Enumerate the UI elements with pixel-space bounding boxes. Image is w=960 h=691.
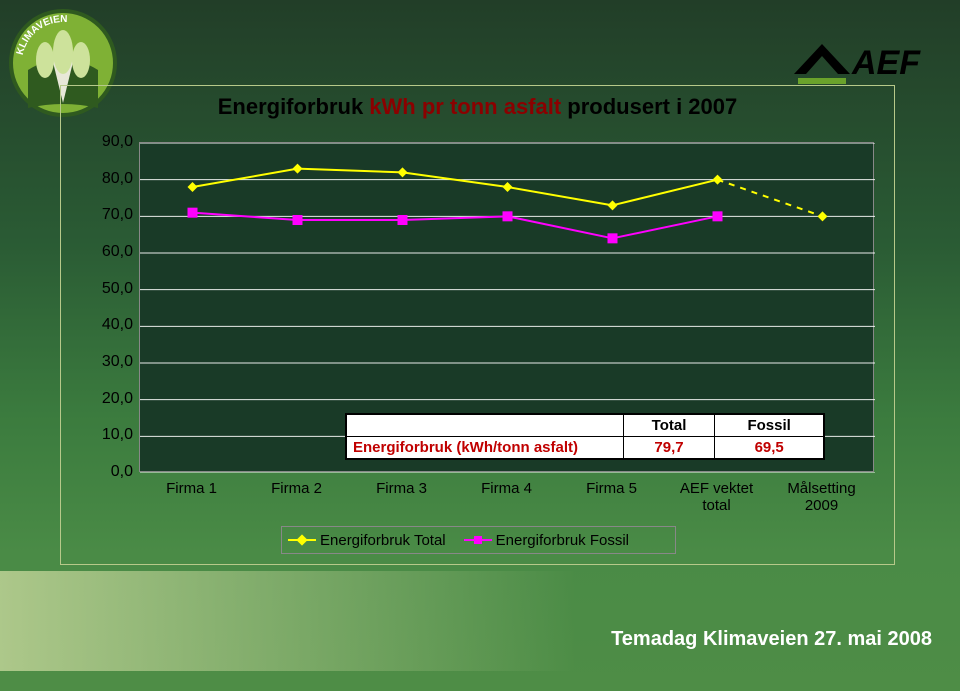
legend-label-fossil: Energiforbruk Fossil: [496, 532, 629, 549]
y-axis-labels: 0,010,020,030,040,050,060,070,080,090,0: [91, 142, 133, 472]
legend-item-fossil: Energiforbruk Fossil: [464, 532, 629, 549]
y-axis-tick-label: 90,0: [91, 133, 133, 151]
x-axis-tick-label: Firma 2: [271, 480, 322, 497]
x-axis-tick-label: Firma 1: [166, 480, 217, 497]
title-prefix: Energiforbruk: [218, 94, 370, 119]
table-row-label: Energiforbruk (kWh/tonn asfalt): [346, 437, 623, 460]
slide: KLIMAVEIEN AEF Energiforbruk kWh pr tonn…: [0, 0, 960, 691]
data-table: Total Fossil Energiforbruk (kWh/tonn asf…: [345, 413, 825, 460]
plot-area: Total Fossil Energiforbruk (kWh/tonn asf…: [139, 142, 874, 472]
footer-gradient: [0, 571, 960, 671]
title-suffix: produsert i 2007: [561, 94, 737, 119]
chart-frame: Energiforbruk kWh pr tonn asfalt produse…: [60, 85, 895, 565]
x-axis-tick-label: Firma 3: [376, 480, 427, 497]
y-axis-tick-label: 40,0: [91, 316, 133, 334]
legend-marker-fossil: [464, 534, 492, 546]
y-axis-tick-label: 0,0: [91, 463, 133, 481]
x-axis-tick-label: Firma 4: [481, 480, 532, 497]
y-axis-tick-label: 60,0: [91, 243, 133, 261]
x-axis-labels: Firma 1 Firma 2 Firma 3 Firma 4 Firma 5 AEF v…: [139, 478, 874, 522]
footer-text: Temadag Klimaveien 27. mai 2008: [611, 628, 932, 651]
y-axis-tick-label: 20,0: [91, 390, 133, 408]
title-accent: kWh pr tonn asfalt: [369, 94, 561, 119]
aef-logo-text: AEF: [851, 44, 921, 82]
table-header-fossil: Fossil: [715, 414, 824, 437]
table-header-total: Total: [623, 414, 715, 437]
x-axis-tick-label: Målsetting2009: [787, 480, 855, 514]
y-axis-tick-label: 70,0: [91, 206, 133, 224]
y-axis-tick-label: 50,0: [91, 280, 133, 298]
y-axis-tick-label: 10,0: [91, 426, 133, 444]
legend: Energiforbruk Total Energiforbruk Fossil: [281, 526, 676, 554]
table-value-fossil: 69,5: [715, 437, 824, 460]
chart-title: Energiforbruk kWh pr tonn asfalt produse…: [61, 94, 894, 120]
x-axis-tick-label: AEF vektettotal: [680, 480, 753, 514]
x-axis-tick-label: Firma 5: [586, 480, 637, 497]
y-axis-tick-label: 30,0: [91, 353, 133, 371]
legend-label-total: Energiforbruk Total: [320, 532, 446, 549]
y-axis-tick-label: 80,0: [91, 170, 133, 188]
legend-item-total: Energiforbruk Total: [288, 532, 446, 549]
table-value-total: 79,7: [623, 437, 715, 460]
legend-marker-total: [288, 534, 316, 546]
